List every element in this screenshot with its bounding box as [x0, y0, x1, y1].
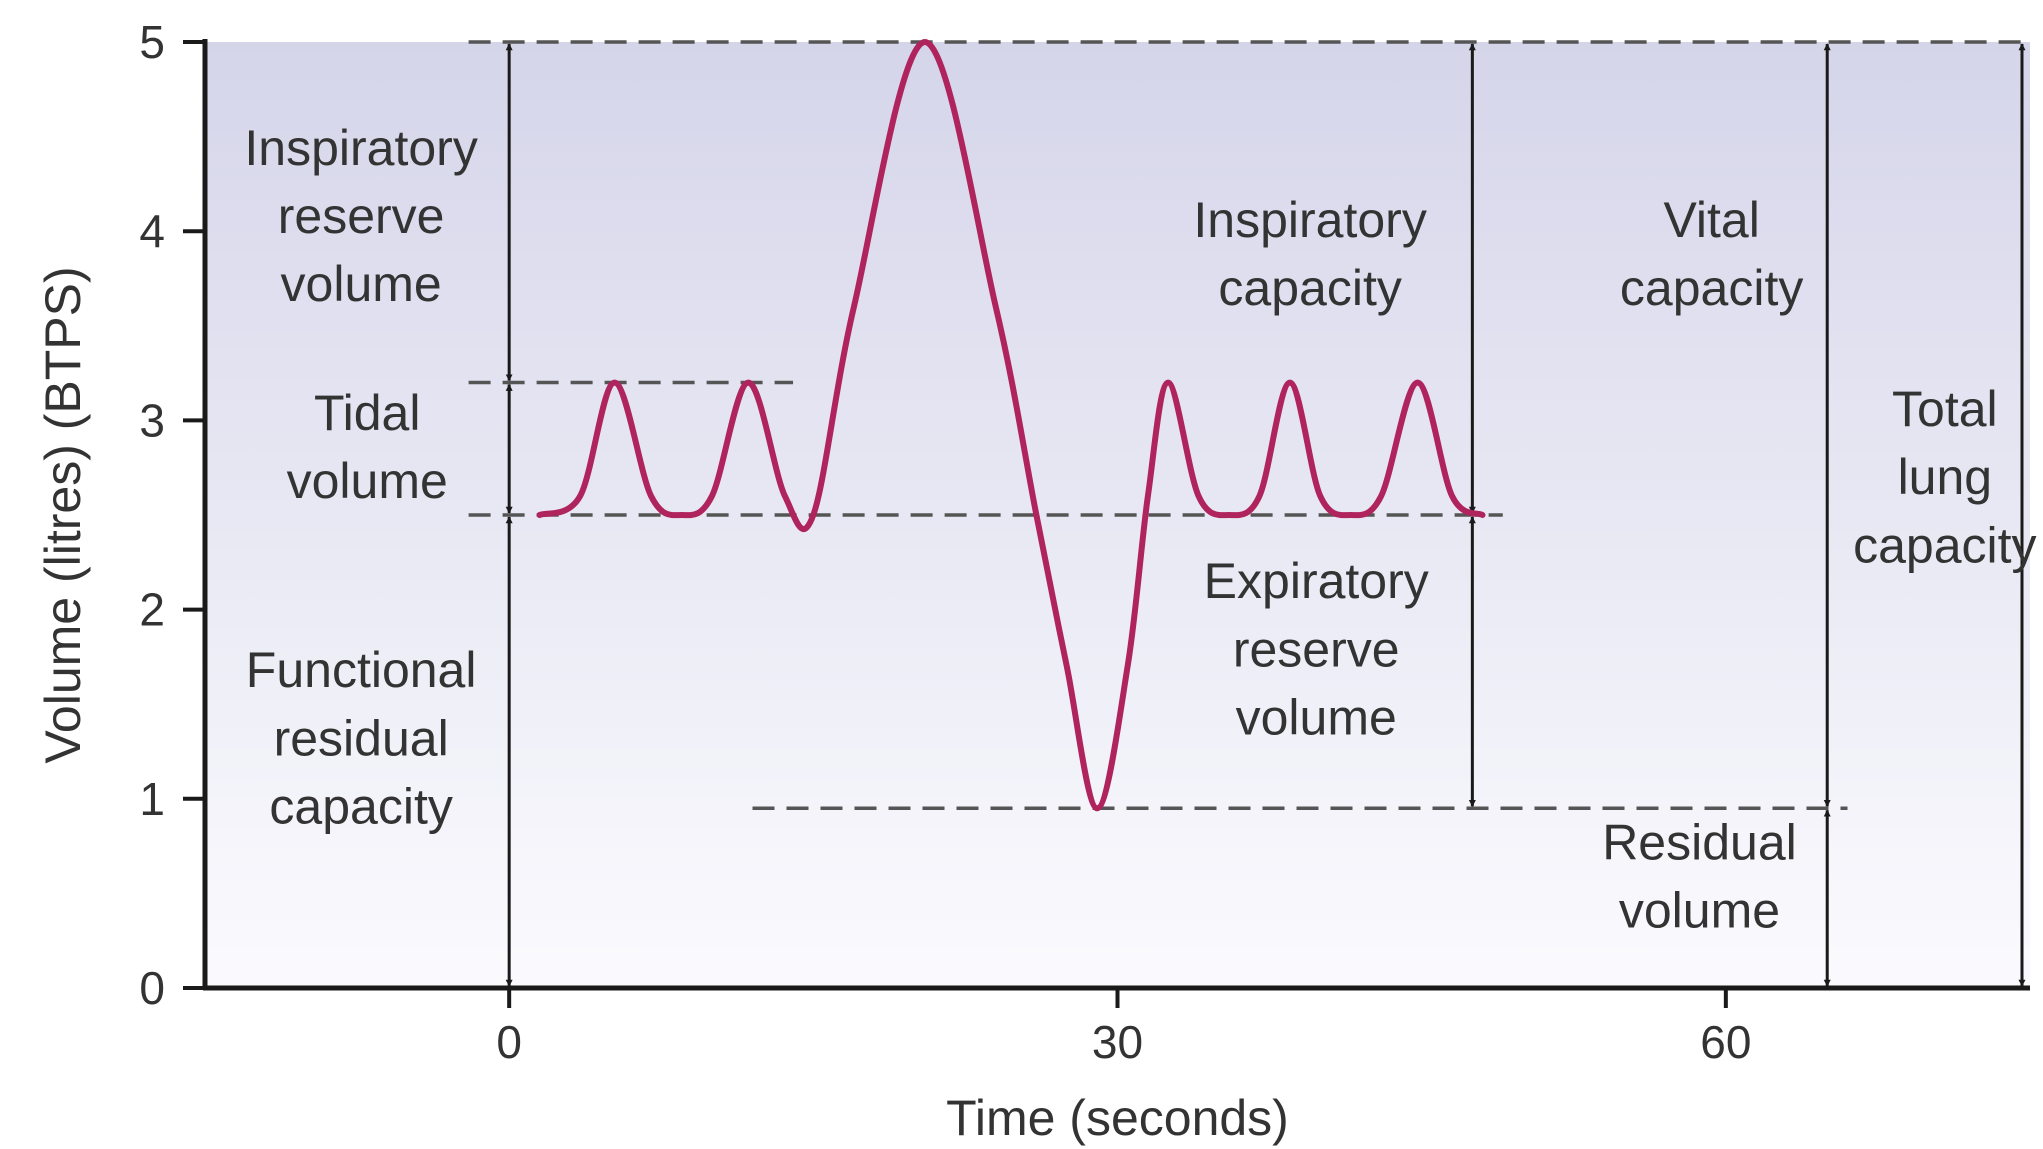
breathing-trace — [536, 39, 1486, 812]
y-tick-label: 4 — [139, 205, 165, 257]
x-tick-label: 60 — [1700, 1016, 1751, 1068]
span-labels: Inspiratory reserve volume Tidal volume Funct… — [244, 120, 2036, 938]
y-tick-label: 0 — [139, 962, 165, 1014]
y-tick-labels: 0 1 2 3 4 5 — [139, 16, 165, 1014]
volume-label: Functional residual capacity — [246, 642, 477, 834]
y-tick-label: 3 — [139, 394, 165, 446]
volume-label: Tidal volume — [287, 385, 448, 509]
x-tick-label: 0 — [496, 1016, 522, 1068]
x-axis-title: Time (seconds) — [946, 1090, 1289, 1146]
volume-label: Vital capacity — [1620, 192, 1803, 316]
volume-spans — [505, 43, 2026, 987]
axes — [183, 39, 2030, 1008]
volume-label: Expiratory reserve volume — [1204, 553, 1429, 745]
volume-label: Inspiratory capacity — [1193, 192, 1426, 316]
x-tick-labels: 0 30 60 — [496, 1016, 1751, 1068]
y-tick-label: 2 — [139, 584, 165, 636]
y-tick-label: 1 — [139, 773, 165, 825]
x-tick-label: 30 — [1092, 1016, 1143, 1068]
y-axis-title: Volume (litres) (BTPS) — [35, 266, 91, 763]
volume-label: Residual volume — [1602, 814, 1797, 938]
volume-label: Total lung capacity — [1853, 381, 2036, 573]
y-tick-label: 5 — [139, 16, 165, 68]
volume-label: Inspiratory reserve volume — [244, 120, 477, 312]
